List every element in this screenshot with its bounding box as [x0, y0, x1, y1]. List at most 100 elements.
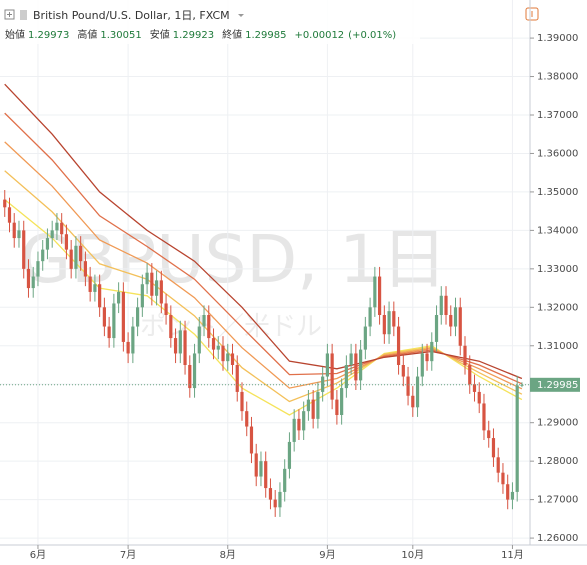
candle-body — [173, 338, 178, 354]
y-tick-label: 1.28000 — [537, 456, 578, 467]
y-tick-label: 1.36000 — [537, 148, 578, 159]
x-tick-label: 6月 — [30, 549, 46, 561]
candle-body — [382, 315, 386, 335]
candle-body — [453, 307, 458, 327]
candle-body — [335, 399, 339, 415]
candle-body — [107, 326, 111, 339]
candle-body — [31, 276, 35, 289]
ohlc-label: 安値 — [150, 28, 170, 41]
candle-body — [183, 330, 187, 365]
candle-body — [150, 272, 154, 296]
last-price-label: 1.29985 — [537, 380, 578, 391]
candle-body — [406, 376, 410, 396]
candle-body — [55, 222, 59, 231]
symbol-title: British Pound/U.S. Dollar, 1日, FXCM — [33, 9, 230, 22]
candle-body — [140, 284, 144, 308]
candle-body — [226, 353, 230, 362]
candle-body — [145, 272, 149, 285]
x-tick-label: 9月 — [319, 549, 335, 561]
y-tick-label: 1.29000 — [537, 418, 578, 429]
candle-body — [491, 438, 496, 458]
candle-body — [330, 353, 334, 400]
symbol-icon — [20, 10, 27, 20]
ohlc-value: 1.29973 — [28, 30, 69, 41]
candle-body — [311, 399, 315, 419]
x-tick-label: 10月 — [401, 549, 424, 561]
candle-body — [136, 307, 140, 327]
candle-body — [401, 365, 405, 377]
candle-body — [420, 353, 424, 377]
ohlc-label: 高値 — [77, 28, 97, 41]
candle-body — [430, 341, 434, 362]
candle-body — [510, 491, 515, 500]
candle-body — [463, 345, 467, 365]
candle-body — [368, 307, 372, 327]
candle-body — [425, 353, 429, 362]
candle-body — [112, 303, 116, 339]
candle-body — [302, 411, 306, 431]
change-pct: (+0.01%) — [348, 30, 396, 41]
candle-body — [340, 388, 344, 415]
candle-body — [192, 353, 197, 389]
candle-body — [102, 307, 106, 327]
candle-body — [41, 249, 45, 262]
collapse-icon[interactable] — [4, 9, 15, 20]
x-tick-label: 8月 — [220, 549, 236, 561]
candle-body — [373, 276, 377, 308]
candle-body — [12, 222, 16, 239]
candle-body — [325, 353, 329, 377]
watermark-symbol: GBPUSD, 1日 — [20, 221, 447, 298]
candle-body — [216, 345, 220, 350]
candle-body — [264, 461, 268, 489]
ohlc-label: 始値 — [5, 28, 25, 41]
candle-body — [306, 399, 311, 412]
candle-body — [64, 234, 69, 250]
candle-body — [283, 468, 287, 492]
candle-body — [501, 472, 505, 485]
candle-body — [316, 391, 320, 419]
candle-body — [344, 365, 348, 389]
candles — [3, 190, 524, 517]
candle-body — [188, 365, 192, 389]
candle-body — [477, 391, 481, 404]
candle-body — [439, 295, 443, 315]
candle-body — [396, 326, 401, 365]
candle-body — [240, 391, 244, 412]
candle-body — [36, 261, 40, 277]
candle-body — [273, 499, 277, 508]
dropdown-icon[interactable] — [238, 14, 244, 17]
y-tick-label: 1.32000 — [537, 302, 578, 313]
candle-body — [235, 365, 239, 392]
candle-body — [520, 384, 524, 386]
header-bg — [0, 0, 420, 44]
candle-body — [449, 315, 453, 327]
y-tick-label: 1.38000 — [537, 72, 578, 83]
y-tick-label: 1.34000 — [537, 225, 578, 236]
candle-body — [472, 384, 477, 392]
settings-icon[interactable] — [525, 7, 539, 21]
candle-body — [387, 311, 391, 335]
y-tick-label: 1.27000 — [537, 495, 578, 506]
candle-body — [98, 284, 102, 308]
candle-body — [245, 411, 249, 427]
candle-body — [74, 245, 78, 269]
candle-body — [297, 418, 301, 431]
candle-body — [496, 457, 500, 473]
candle-body — [254, 453, 258, 477]
candle-body — [487, 430, 491, 439]
candle-body — [126, 341, 130, 354]
y-tick-label: 1.33000 — [537, 264, 578, 275]
candle-body — [292, 418, 296, 442]
candle-body — [230, 353, 235, 365]
candle-body — [363, 326, 367, 350]
candle-body — [321, 376, 325, 392]
y-tick-label: 1.31000 — [537, 341, 578, 352]
candle-body — [287, 441, 292, 469]
candle-body — [515, 385, 519, 492]
candle-body — [197, 326, 201, 354]
candle-body — [221, 345, 225, 362]
candle-body — [17, 230, 21, 239]
candle-body — [117, 291, 121, 304]
